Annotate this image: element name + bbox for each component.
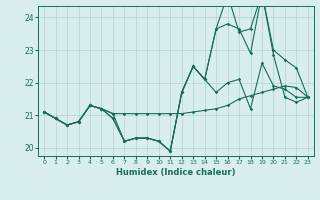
X-axis label: Humidex (Indice chaleur): Humidex (Indice chaleur) <box>116 168 236 177</box>
